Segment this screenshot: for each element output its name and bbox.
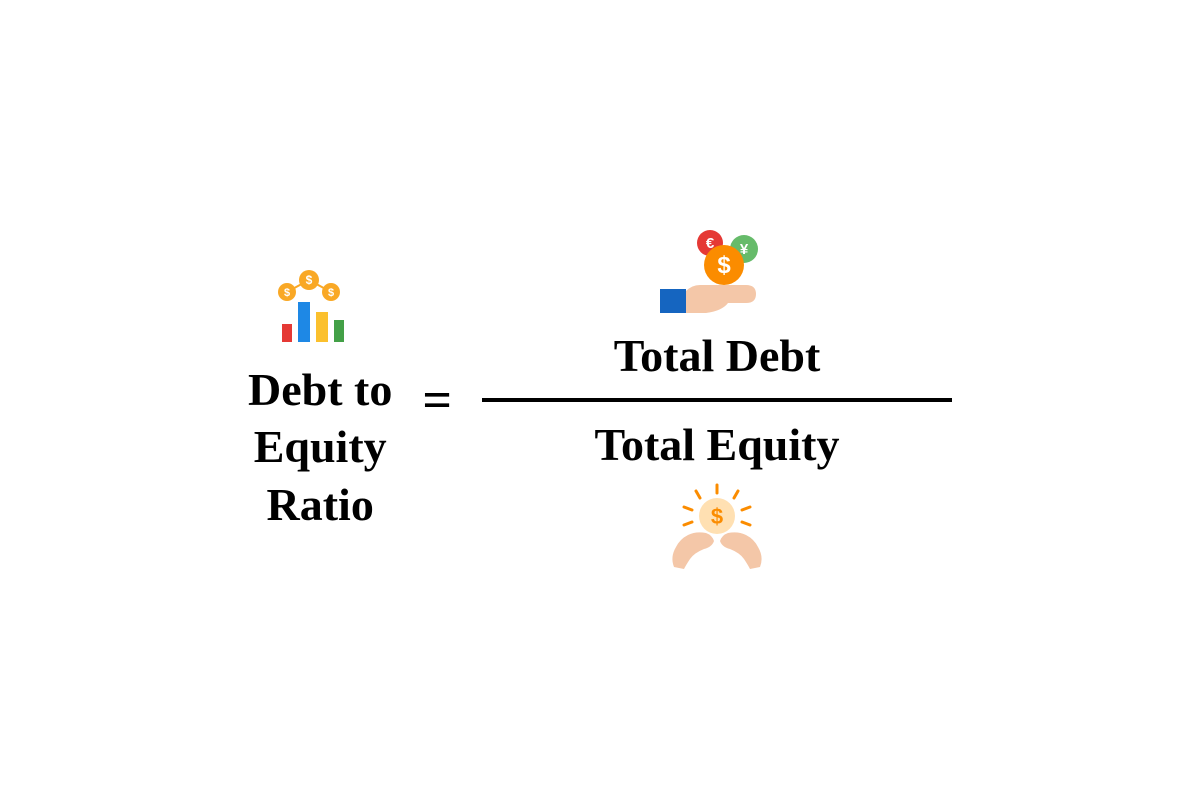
- left-side: $ $ $ Debt to Equity Ratio: [248, 268, 392, 534]
- fraction: € ¥ $ Total Debt Total Equity: [482, 225, 952, 576]
- fraction-bar: [482, 398, 952, 402]
- ratio-label: Debt to Equity Ratio: [248, 361, 392, 534]
- hand-coins-icon: € ¥ $: [652, 225, 782, 325]
- ratio-label-line2: Equity: [248, 418, 392, 476]
- ratio-label-line1: Debt to: [248, 361, 392, 419]
- svg-text:$: $: [328, 287, 334, 299]
- bar-chart-coins-icon: $ $ $: [265, 268, 375, 353]
- numerator-text: Total Debt: [614, 329, 821, 394]
- numerator-block: € ¥ $ Total Debt: [614, 225, 821, 394]
- formula-container: $ $ $ Debt to Equity Ratio =: [248, 225, 952, 576]
- svg-text:$: $: [284, 287, 290, 299]
- svg-text:$: $: [717, 252, 731, 279]
- ratio-label-line3: Ratio: [248, 476, 392, 534]
- hands-dollar-icon: $: [662, 481, 772, 576]
- denominator-text: Total Equity: [594, 406, 839, 471]
- svg-text:$: $: [711, 504, 723, 529]
- equals-sign: =: [422, 371, 452, 430]
- svg-text:$: $: [306, 273, 313, 287]
